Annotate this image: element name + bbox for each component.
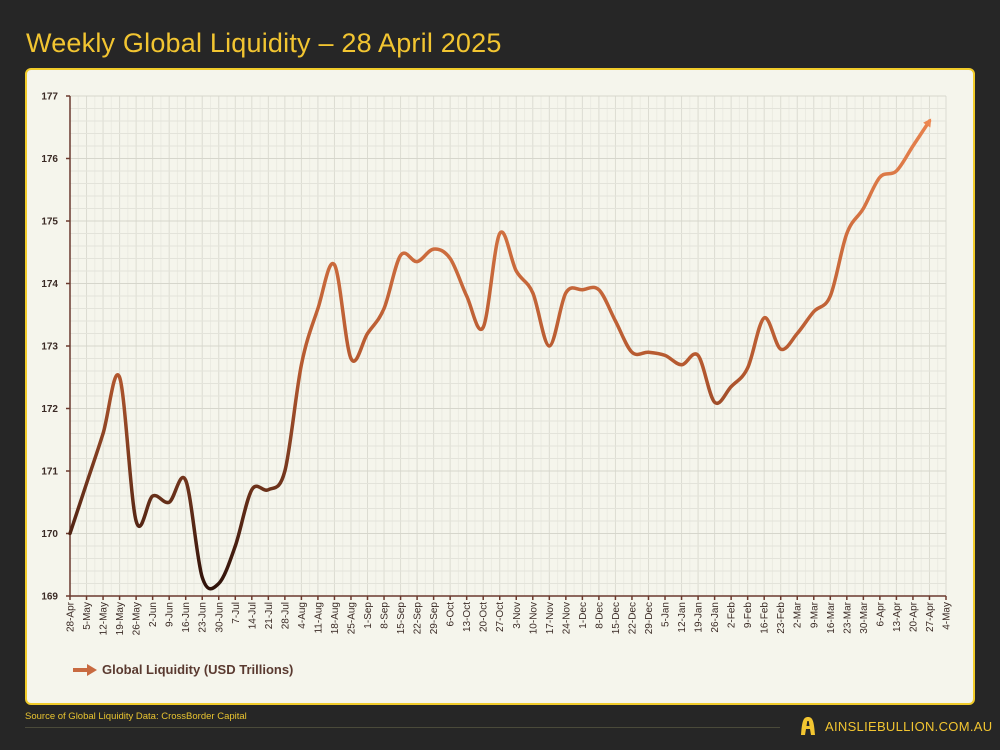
x-tick-label: 8-Dec	[594, 602, 605, 629]
x-tick-label: 6-Oct	[446, 602, 457, 627]
x-tick-label: 8-Sep	[380, 602, 391, 629]
x-tick-label: 13-Oct	[462, 602, 473, 632]
x-tick-label: 27-Apr	[925, 601, 936, 632]
x-tick-label: 25-Aug	[346, 602, 357, 634]
page-title: Weekly Global Liquidity – 28 April 2025	[26, 28, 502, 58]
x-tick-label: 13-Apr	[892, 601, 903, 632]
arrow-right-icon	[73, 663, 97, 676]
x-tick-label: 23-Jun	[198, 602, 209, 633]
x-tick-label: 26-May	[132, 602, 143, 635]
arrow-head-icon	[923, 118, 932, 128]
y-tick-label: 177	[41, 92, 58, 103]
x-tick-label: 6-Apr	[875, 601, 886, 626]
x-tick-label: 29-Dec	[644, 602, 655, 634]
legend-label: Global Liquidity (USD Trillions)	[102, 662, 294, 677]
x-tick-label: 22-Sep	[413, 602, 424, 635]
x-tick-label: 5-Jan	[661, 602, 672, 627]
x-tick-label: 19-Jan	[694, 602, 705, 633]
legend: Global Liquidity (USD Trillions)	[72, 662, 293, 677]
source-note: Source of Global Liquidity Data: CrossBo…	[25, 711, 247, 722]
x-tick-label: 18-Aug	[330, 602, 341, 634]
x-tick-label: 16-Mar	[826, 601, 837, 633]
x-tick-label: 17-Nov	[545, 602, 556, 634]
grid	[69, 95, 947, 597]
x-tick-label: 2-Feb	[727, 602, 738, 629]
divider	[25, 727, 780, 728]
x-tick-label: 12-Jan	[677, 602, 688, 633]
x-tick-label: 21-Jul	[264, 602, 275, 629]
x-tick-label: 30-Jun	[214, 602, 225, 633]
x-tick-label: 15-Sep	[396, 602, 407, 635]
x-tick-label: 22-Dec	[627, 602, 638, 634]
x-tick-label: 10-Nov	[528, 602, 539, 634]
x-tick-label: 9-Mar	[809, 601, 820, 628]
x-tick-labels: 28-Apr 5-May 12-May 19-May 26-May 2-Jun 9-Jun 1…	[66, 601, 953, 635]
x-tick-label: 20-Apr	[908, 601, 919, 632]
y-tick-label: 176	[41, 154, 58, 165]
x-tick-label: 28-Jul	[280, 602, 291, 629]
x-tick-label: 16-Jun	[181, 602, 192, 633]
x-tick-label: 29-Sep	[429, 602, 440, 635]
x-tick-label: 9-Feb	[743, 602, 754, 629]
x-tick-label: 12-May	[99, 602, 110, 635]
y-tick-label: 171	[41, 467, 58, 478]
y-tick-labels: 169 170 171 172 173 174 175 176 177	[41, 92, 58, 603]
y-tick-label: 173	[41, 342, 58, 353]
x-tick-label: 1-Sep	[363, 602, 374, 629]
x-tick-label: 14-Jul	[247, 602, 258, 629]
brand-text: AINSLIEBULLION.COM.AU	[825, 718, 993, 734]
y-tick-label: 174	[41, 279, 58, 290]
series	[68, 118, 932, 591]
x-tick-label: 5-May	[82, 602, 93, 630]
x-tick-label: 19-May	[115, 602, 126, 635]
x-tick-label: 4-Aug	[297, 602, 308, 629]
x-tick-label: 27-Oct	[495, 602, 506, 632]
series-line	[68, 119, 932, 591]
x-tick-label: 7-Jul	[231, 602, 242, 624]
x-tick-label: 3-Nov	[512, 602, 523, 629]
y-tick-label: 170	[41, 529, 58, 540]
y-tick-label: 172	[41, 404, 58, 415]
y-tick-label: 175	[41, 217, 58, 228]
y-tick-label: 169	[41, 592, 58, 603]
x-tick-label: 4-May	[942, 602, 953, 630]
brand-logo[interactable]: AINSLIEBULLION.COM.AU	[800, 716, 992, 736]
x-tick-label: 28-Apr	[66, 601, 77, 632]
x-tick-label: 23-Feb	[776, 602, 787, 634]
ainslie-logo-icon	[801, 717, 815, 735]
axes	[66, 95, 947, 600]
x-tick-label: 20-Oct	[479, 602, 490, 632]
x-tick-label: 11-Aug	[313, 602, 324, 634]
x-tick-label: 30-Mar	[859, 601, 870, 633]
x-tick-label: 1-Dec	[578, 602, 589, 629]
x-tick-label: 23-Mar	[842, 601, 853, 633]
x-tick-label: 26-Jan	[710, 602, 721, 633]
x-tick-label: 24-Nov	[561, 602, 572, 634]
x-tick-label: 9-Jun	[165, 602, 176, 627]
x-tick-label: 2-Mar	[793, 601, 804, 628]
x-tick-label: 16-Feb	[760, 602, 771, 634]
x-tick-label: 2-Jun	[148, 602, 159, 627]
x-tick-label: 15-Dec	[611, 602, 622, 634]
